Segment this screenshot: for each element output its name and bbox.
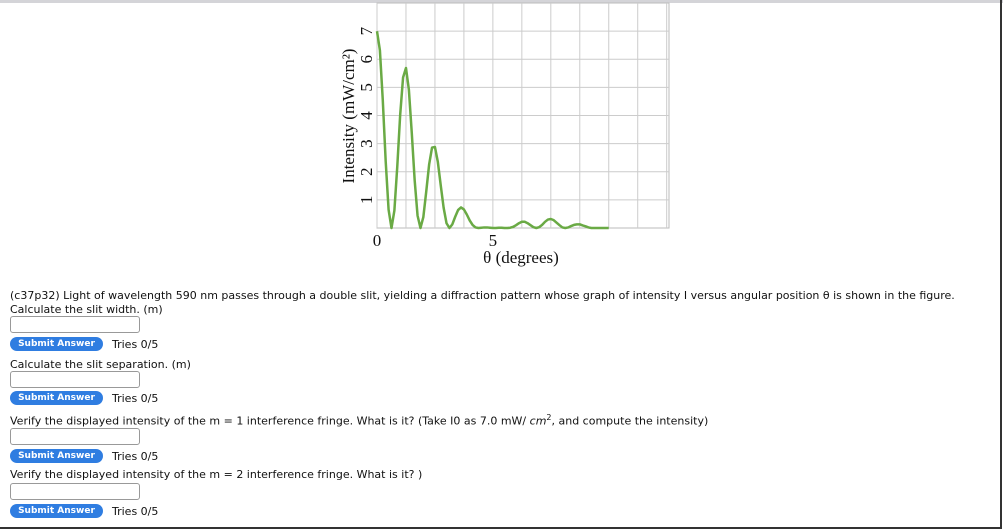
question-prompt: Calculate the slit width. (m) (10, 303, 163, 316)
top-bar (0, 0, 1003, 3)
unit-exponent: 2 (546, 413, 552, 422)
answer-input[interactable] (10, 428, 140, 445)
y-tick-label: 6 (357, 55, 376, 64)
x-tick-label: 5 (489, 231, 498, 250)
answer-input[interactable] (10, 316, 140, 333)
unit-text: cm (529, 414, 547, 428)
tries-text: Tries 0/5 (112, 450, 159, 463)
question-prompt: Verify the displayed intensity of the m … (10, 468, 423, 481)
intensity-curve (375, 30, 609, 230)
submit-button[interactable]: Submit Answer (10, 449, 103, 463)
y-tick-label: 2 (357, 168, 376, 177)
tries-text: Tries 0/5 (112, 392, 159, 405)
tries-text: Tries 0/5 (112, 338, 159, 351)
chart: θ (degrees) Intensity (mW/cm²) 1 2 3 4 5 6 7 0 5 (339, 2, 670, 267)
submit-button[interactable]: Submit Answer (10, 337, 103, 351)
x-axis-label: θ (degrees) (483, 248, 559, 267)
y-tick-label: 4 (357, 111, 376, 120)
x-tick-label: 0 (373, 231, 382, 250)
y-tick-label: 7 (357, 26, 376, 35)
answer-input[interactable] (10, 483, 140, 500)
y-tick-label: 3 (357, 139, 376, 148)
y-tick-label: 1 (357, 196, 376, 205)
submit-button[interactable]: Submit Answer (10, 504, 103, 518)
tries-text: Tries 0/5 (112, 505, 159, 518)
question-prompt: Calculate the slit separation. (m) (10, 358, 191, 371)
y-tick-label: 5 (357, 83, 376, 92)
answer-input[interactable] (10, 371, 140, 388)
problem-text: (c37p32) Light of wavelength 590 nm pass… (10, 289, 955, 302)
prompt-text: Verify the displayed intensity of the m … (10, 414, 530, 428)
prompt-text: , and compute the intensity) (551, 414, 709, 428)
question-prompt: Verify the displayed intensity of the m … (10, 413, 708, 428)
submit-button[interactable]: Submit Answer (10, 391, 103, 405)
y-axis-label: Intensity (mW/cm²) (339, 49, 358, 184)
